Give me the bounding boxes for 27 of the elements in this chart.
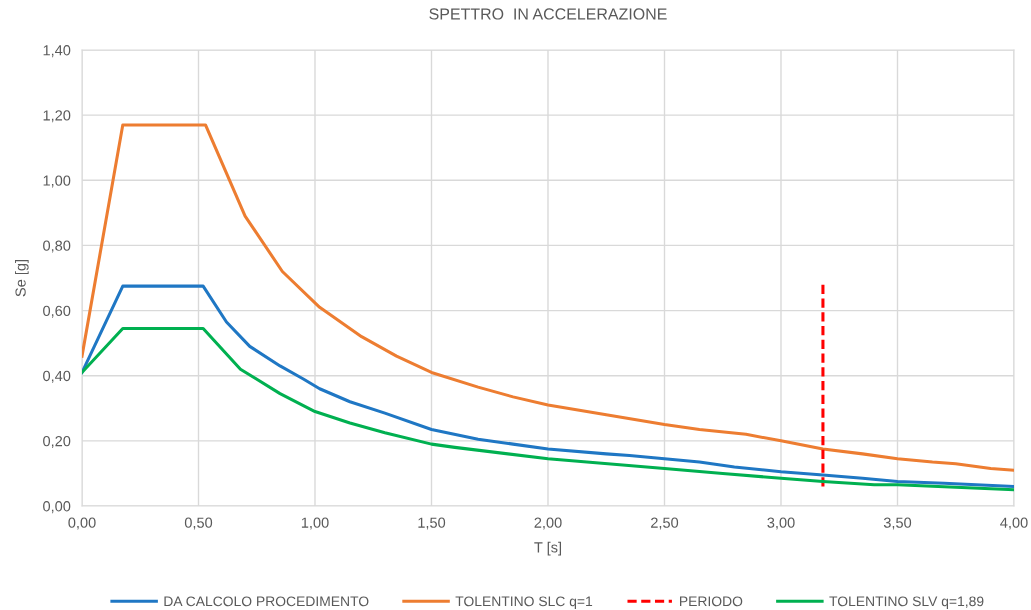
y-tick-label: 1,40 [43, 45, 71, 58]
x-tick-label: 4,00 [1000, 517, 1028, 530]
x-tick-label: 0,00 [68, 517, 96, 530]
line-series [82, 123, 1014, 472]
y-tick-label: 0,60 [43, 305, 71, 318]
x-axis-title: T [s] [534, 541, 562, 556]
chart-title: SPETTRO IN ACCELERAZIONE [429, 8, 667, 20]
x-tick-label: 0,50 [184, 517, 213, 530]
y-tick-label: 0,40 [43, 370, 71, 383]
legend-label: TOLENTINO SLC q=1 [455, 596, 593, 609]
y-tick-label: 1,20 [43, 110, 71, 123]
y-tick-label: 0,00 [43, 501, 71, 514]
x-tick-label: 3,50 [883, 517, 912, 530]
x-tick-label: 2,00 [534, 517, 562, 530]
y-tick-label: 0,80 [43, 240, 71, 253]
x-tick-label: 1,50 [418, 517, 446, 530]
x-tick-label: 1,00 [301, 517, 329, 530]
line-series [82, 284, 1014, 488]
line-series [82, 326, 1014, 492]
legend-label: TOLENTINO SLV q=1,89 [829, 596, 984, 609]
x-tick-label: 2,50 [651, 517, 679, 530]
legend-label: DA CALCOLO PROCEDIMENTO [164, 596, 369, 607]
y-axis-title: Se [g] [15, 259, 29, 297]
x-tick-label: 3,00 [767, 517, 795, 530]
y-tick-label: 1,00 [43, 175, 71, 188]
legend-label: PERIODO [680, 596, 743, 607]
y-tick-label: 0,20 [43, 435, 71, 449]
